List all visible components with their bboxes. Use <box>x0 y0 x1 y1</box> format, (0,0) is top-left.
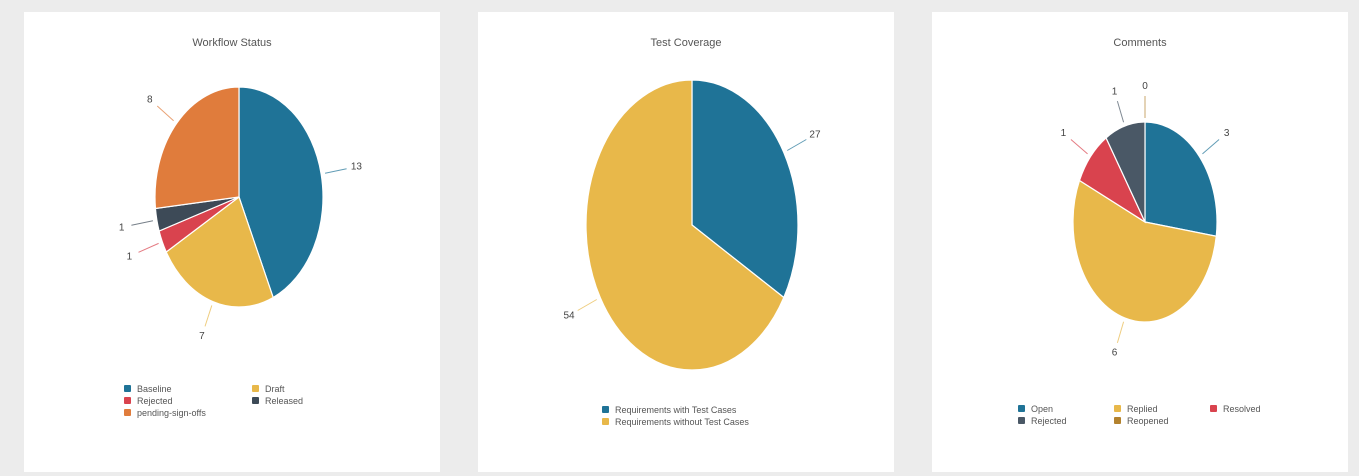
legend-label-pending-sign-offs[interactable]: pending-sign-offs <box>137 408 206 418</box>
legend-label-rejected[interactable]: Rejected <box>1031 416 1067 426</box>
pie-slice-open[interactable] <box>1144 121 1218 237</box>
legend-label-reopened[interactable]: Reopened <box>1127 416 1169 426</box>
legend-label-resolved[interactable]: Resolved <box>1223 404 1261 414</box>
legend-swatch-rejected[interactable] <box>1018 417 1025 424</box>
legend-swatch-baseline[interactable] <box>124 385 131 392</box>
slice-value-open: 3 <box>1224 128 1230 139</box>
legend-label-baseline[interactable]: Baseline <box>137 384 172 394</box>
leader-line-released <box>131 220 154 226</box>
legend-swatch-reopened[interactable] <box>1114 417 1121 424</box>
slice-value-rejected: 1 <box>127 251 133 262</box>
leader-line-open <box>1202 139 1220 155</box>
chart-title: Workflow Status <box>192 37 272 49</box>
legend-label-open[interactable]: Open <box>1031 404 1053 414</box>
legend-swatch-released[interactable] <box>252 397 259 404</box>
leader-line-draft <box>204 305 213 327</box>
workflow-status-card: Workflow Status 13 7 1 1 8 Baseline Draft Reject… <box>24 12 440 472</box>
leader-line-requirements-without-test-cases <box>577 299 597 311</box>
leader-line-pending-sign-offs <box>156 105 174 122</box>
chart-title: Test Coverage <box>651 37 722 49</box>
leader-line-rejected <box>138 242 159 253</box>
pie-slice-pending-sign-offs[interactable] <box>154 86 240 210</box>
slice-value-replied: 6 <box>1112 347 1118 358</box>
slice-value-pending-sign-offs: 8 <box>147 94 153 105</box>
pie-slice-replied[interactable] <box>1072 179 1217 323</box>
leader-line-rejected <box>1116 100 1125 123</box>
legend-label-released[interactable]: Released <box>265 396 303 406</box>
slice-value-requirements-without-test-cases: 54 <box>563 311 575 322</box>
legend-swatch-replied[interactable] <box>1114 405 1121 412</box>
legend-swatch-pending-sign-offs[interactable] <box>124 409 131 416</box>
slice-value-reopened: 0 <box>1142 81 1148 92</box>
comments-chart: Comments 3 6 1 1 0 Open Replied Resolved Rejected… <box>1018 37 1261 426</box>
slice-value-released: 1 <box>119 222 125 233</box>
pie-slice-requirements-without-test-cases[interactable] <box>585 79 785 371</box>
pie-slice-requirements-with-test-cases[interactable] <box>691 79 799 299</box>
legend-swatch-rejected[interactable] <box>124 397 131 404</box>
slice-value-requirements-with-test-cases: 27 <box>809 130 821 141</box>
leader-line-baseline <box>324 168 347 174</box>
legend-swatch-open[interactable] <box>1018 405 1025 412</box>
legend-swatch-draft[interactable] <box>252 385 259 392</box>
slice-value-resolved: 1 <box>1061 128 1067 139</box>
legend-swatch-resolved[interactable] <box>1210 405 1217 412</box>
legend-swatch-requirements-with-test-cases[interactable] <box>602 406 609 413</box>
legend-label-draft[interactable]: Draft <box>265 384 285 394</box>
leader-line-requirements-with-test-cases <box>787 139 807 151</box>
pie-slice-draft[interactable] <box>165 196 274 308</box>
legend-label-replied[interactable]: Replied <box>1127 404 1158 414</box>
workflow-status-chart: Workflow Status 13 7 1 1 8 Baseline Draft Reject… <box>119 37 363 418</box>
test-coverage-chart: Test Coverage 27 54 Requirements with Test … <box>563 37 821 427</box>
legend-label-rejected[interactable]: Rejected <box>137 396 173 406</box>
slice-value-draft: 7 <box>199 331 205 342</box>
pie-slice-baseline[interactable] <box>238 86 324 299</box>
leader-line-resolved <box>1070 139 1088 155</box>
slice-value-rejected: 1 <box>1112 87 1118 98</box>
chart-title: Comments <box>1113 37 1167 49</box>
legend-swatch-requirements-without-test-cases[interactable] <box>602 418 609 425</box>
legend-label-requirements-without-test-cases[interactable]: Requirements without Test Cases <box>615 417 749 427</box>
comments-card: Comments 3 6 1 1 0 Open Replied Resolved Rejected… <box>932 12 1348 472</box>
pie-slice-rejected[interactable] <box>1105 121 1146 223</box>
legend-label-requirements-with-test-cases[interactable]: Requirements with Test Cases <box>615 405 737 415</box>
leader-line-replied <box>1116 321 1125 344</box>
slice-value-baseline: 13 <box>351 162 363 173</box>
test-coverage-card: Test Coverage 27 54 Requirements with Test … <box>478 12 894 472</box>
